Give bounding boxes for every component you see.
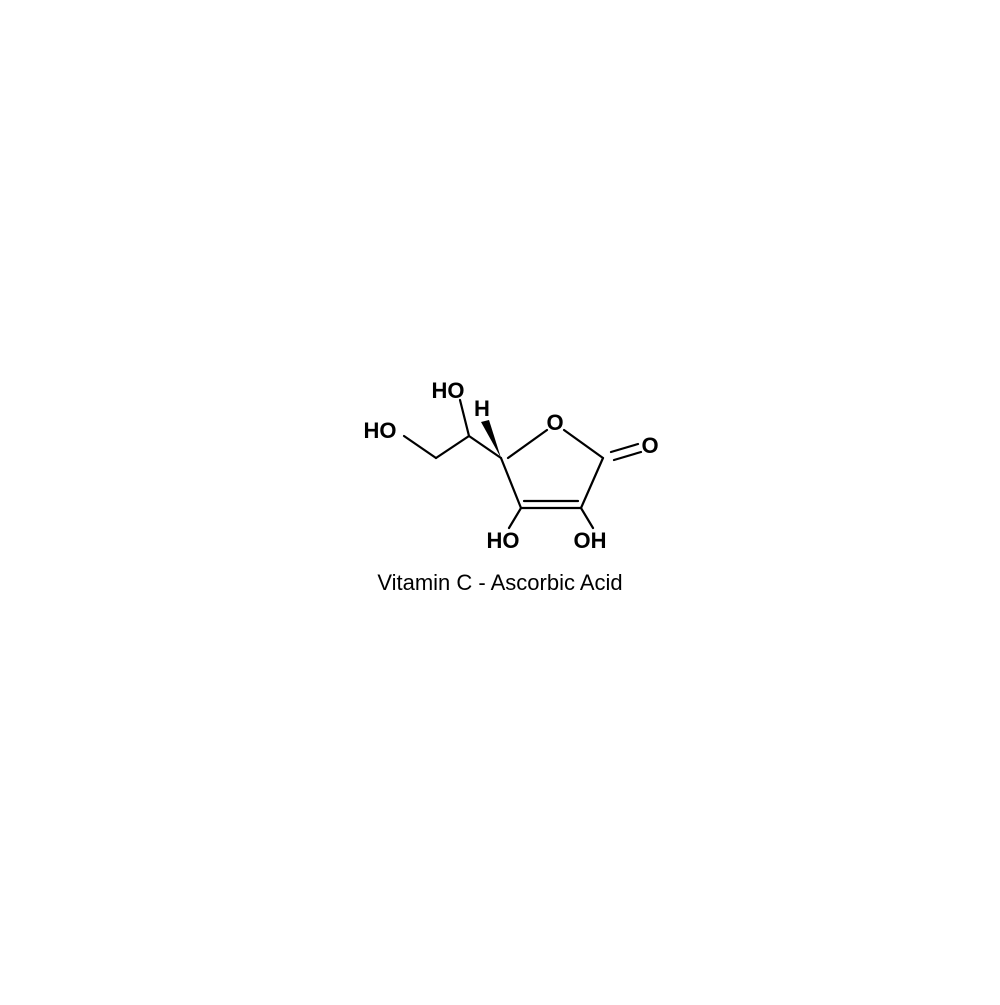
bond [611,444,638,452]
atom-label-HO_top: HO [432,378,465,403]
bond [460,400,469,436]
bond [508,430,547,458]
atom-label-H_stereo: H [474,396,490,421]
bond [436,436,469,458]
atom-label-HO_leftmost: HO [364,418,397,443]
bond [581,458,603,508]
atom-label-O_carbonyl: O [641,433,658,458]
bond [509,508,521,528]
bond [501,458,521,508]
molecule-diagram: O O OH HO H HO HO [0,0,1000,1000]
bond [614,452,641,460]
bond [581,508,593,528]
bond [564,430,603,458]
diagram-caption: Vitamin C - Ascorbic Acid [377,570,622,596]
atom-label-O_ring: O [546,410,563,435]
bond [404,436,436,458]
atom-label-OH_right: OH [574,528,607,553]
atom-label-OH_left: HO [487,528,520,553]
